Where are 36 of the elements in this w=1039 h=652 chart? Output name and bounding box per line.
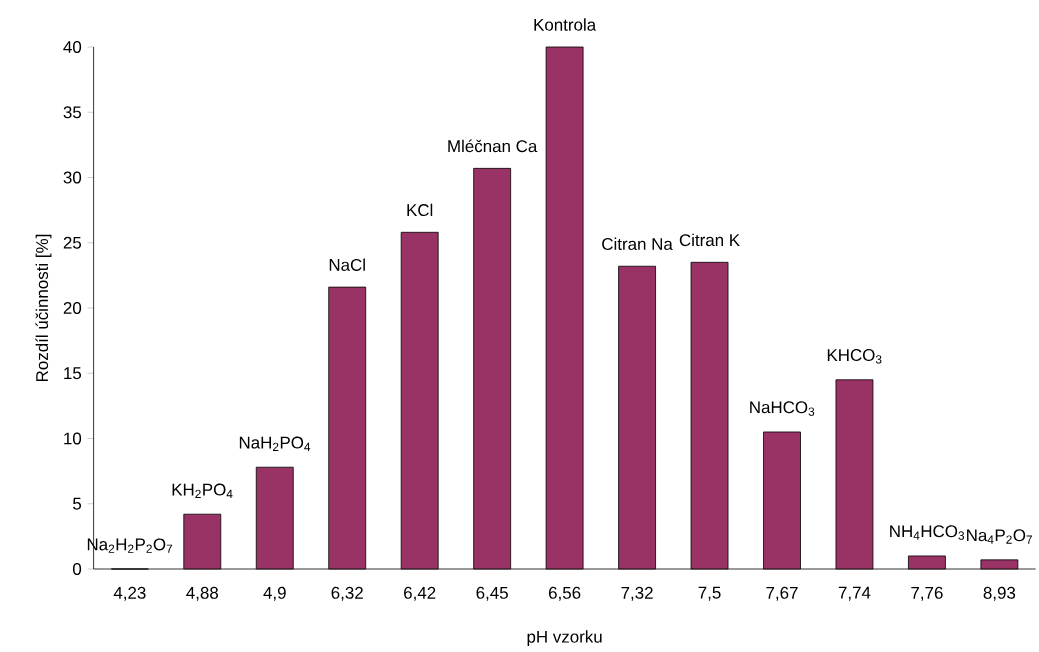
annotation: Citran Na bbox=[602, 237, 673, 251]
annotation: KCl bbox=[407, 203, 433, 217]
y-tick-label: 20 bbox=[63, 302, 82, 314]
x-tick-label: 6,32 bbox=[331, 586, 363, 601]
y-tick-label: 5 bbox=[73, 497, 82, 510]
y-tick-label: 10 bbox=[64, 432, 82, 445]
x-tick-label: 7,5 bbox=[698, 586, 721, 601]
annotation: NH$_{4}$HCO$_{3}$ bbox=[890, 525, 965, 540]
y-axis-title: Rozdíl účinnosti [%] bbox=[35, 234, 52, 381]
x-tick-label: 7,76 bbox=[911, 586, 943, 601]
x-tick-label: 7,67 bbox=[766, 586, 798, 601]
annotation: NaHCO$_{3}$ bbox=[750, 401, 815, 416]
x-tick-label: 4,88 bbox=[186, 586, 219, 601]
y-tick-label: 25 bbox=[63, 236, 82, 249]
y-tick-label: 35 bbox=[63, 106, 82, 119]
y-tick-label: 15 bbox=[64, 367, 82, 380]
annotation: Citran K bbox=[679, 233, 740, 247]
annotation: Kontrola bbox=[534, 18, 597, 31]
x-tick-label: 7,74 bbox=[838, 586, 871, 601]
x-tick-label: 7,32 bbox=[621, 586, 653, 601]
x-tick-label: 6,45 bbox=[476, 586, 508, 601]
x-tick-label: 4,9 bbox=[263, 586, 286, 601]
y-tick-label: 30 bbox=[63, 171, 82, 184]
y-tick-label: 40 bbox=[63, 41, 82, 53]
x-axis-title: pH vzorku bbox=[527, 630, 602, 647]
annotation: NaH$_{2}$PO$_{4}$ bbox=[239, 436, 311, 452]
y-tick-label: 0 bbox=[73, 563, 82, 575]
x-tick-label: 6,42 bbox=[404, 586, 436, 601]
annotation: Mléčnan Ca bbox=[448, 139, 538, 153]
annotation: NaCl bbox=[329, 258, 365, 271]
annotation: KHCO$_{3}$ bbox=[827, 349, 882, 364]
x-tick-label: 8,93 bbox=[983, 586, 1016, 601]
x-tick-label: 4,23 bbox=[113, 586, 146, 601]
annotation: Na$_{4}$P$_{2}$O$_{7}$ bbox=[967, 529, 1032, 544]
annotation: KH$_{2}$PO$_{4}$ bbox=[172, 483, 233, 498]
x-tick-label: 6,56 bbox=[548, 586, 581, 601]
